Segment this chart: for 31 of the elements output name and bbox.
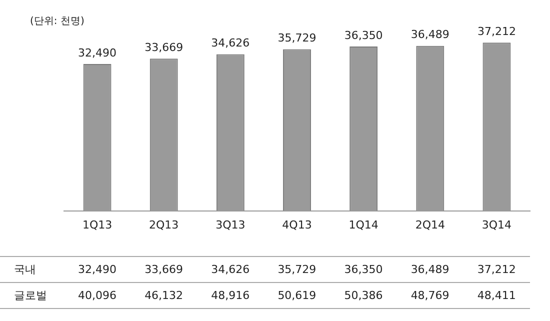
text: 34,626 — [210, 262, 251, 278]
x-tick-label: 1Q13 — [82, 218, 112, 232]
text: 36,489 — [410, 262, 450, 278]
x-tick-label: 2Q13 — [149, 218, 179, 232]
text: 50,386 — [343, 288, 384, 304]
text: 35,729 — [276, 262, 318, 278]
text: 46,132 — [144, 288, 184, 304]
x-tick-label: 4Q13 — [282, 218, 312, 232]
text: 40,096 — [77, 288, 118, 304]
text: 국내 — [13, 262, 37, 278]
data-label: 37,212 — [477, 24, 516, 38]
data-label: 35,729 — [278, 32, 316, 45]
x-tick-label: 3Q14 — [482, 218, 512, 232]
data-label: 34,626 — [211, 36, 250, 50]
text: 50,619 — [276, 288, 318, 304]
data-label: 36,350 — [344, 28, 383, 42]
text: (단위: 천명) — [30, 15, 84, 28]
data-label: 33,669 — [144, 40, 184, 54]
text: 48,916 — [210, 288, 251, 304]
text: 32,490 — [77, 262, 118, 278]
text: 37,212 — [476, 262, 517, 278]
data-label: 36,489 — [410, 28, 450, 42]
data-label: 32,490 — [78, 46, 117, 60]
x-tick-label: 1Q14 — [348, 218, 378, 232]
text: 48,769 — [410, 288, 450, 304]
x-tick-label: 3Q13 — [216, 218, 246, 232]
text: 48,411 — [476, 288, 517, 304]
text: 33,669 — [144, 262, 184, 278]
x-tick-label: 2Q14 — [415, 218, 445, 232]
text: 36,350 — [343, 262, 384, 278]
text: 글로벌 — [13, 288, 48, 304]
